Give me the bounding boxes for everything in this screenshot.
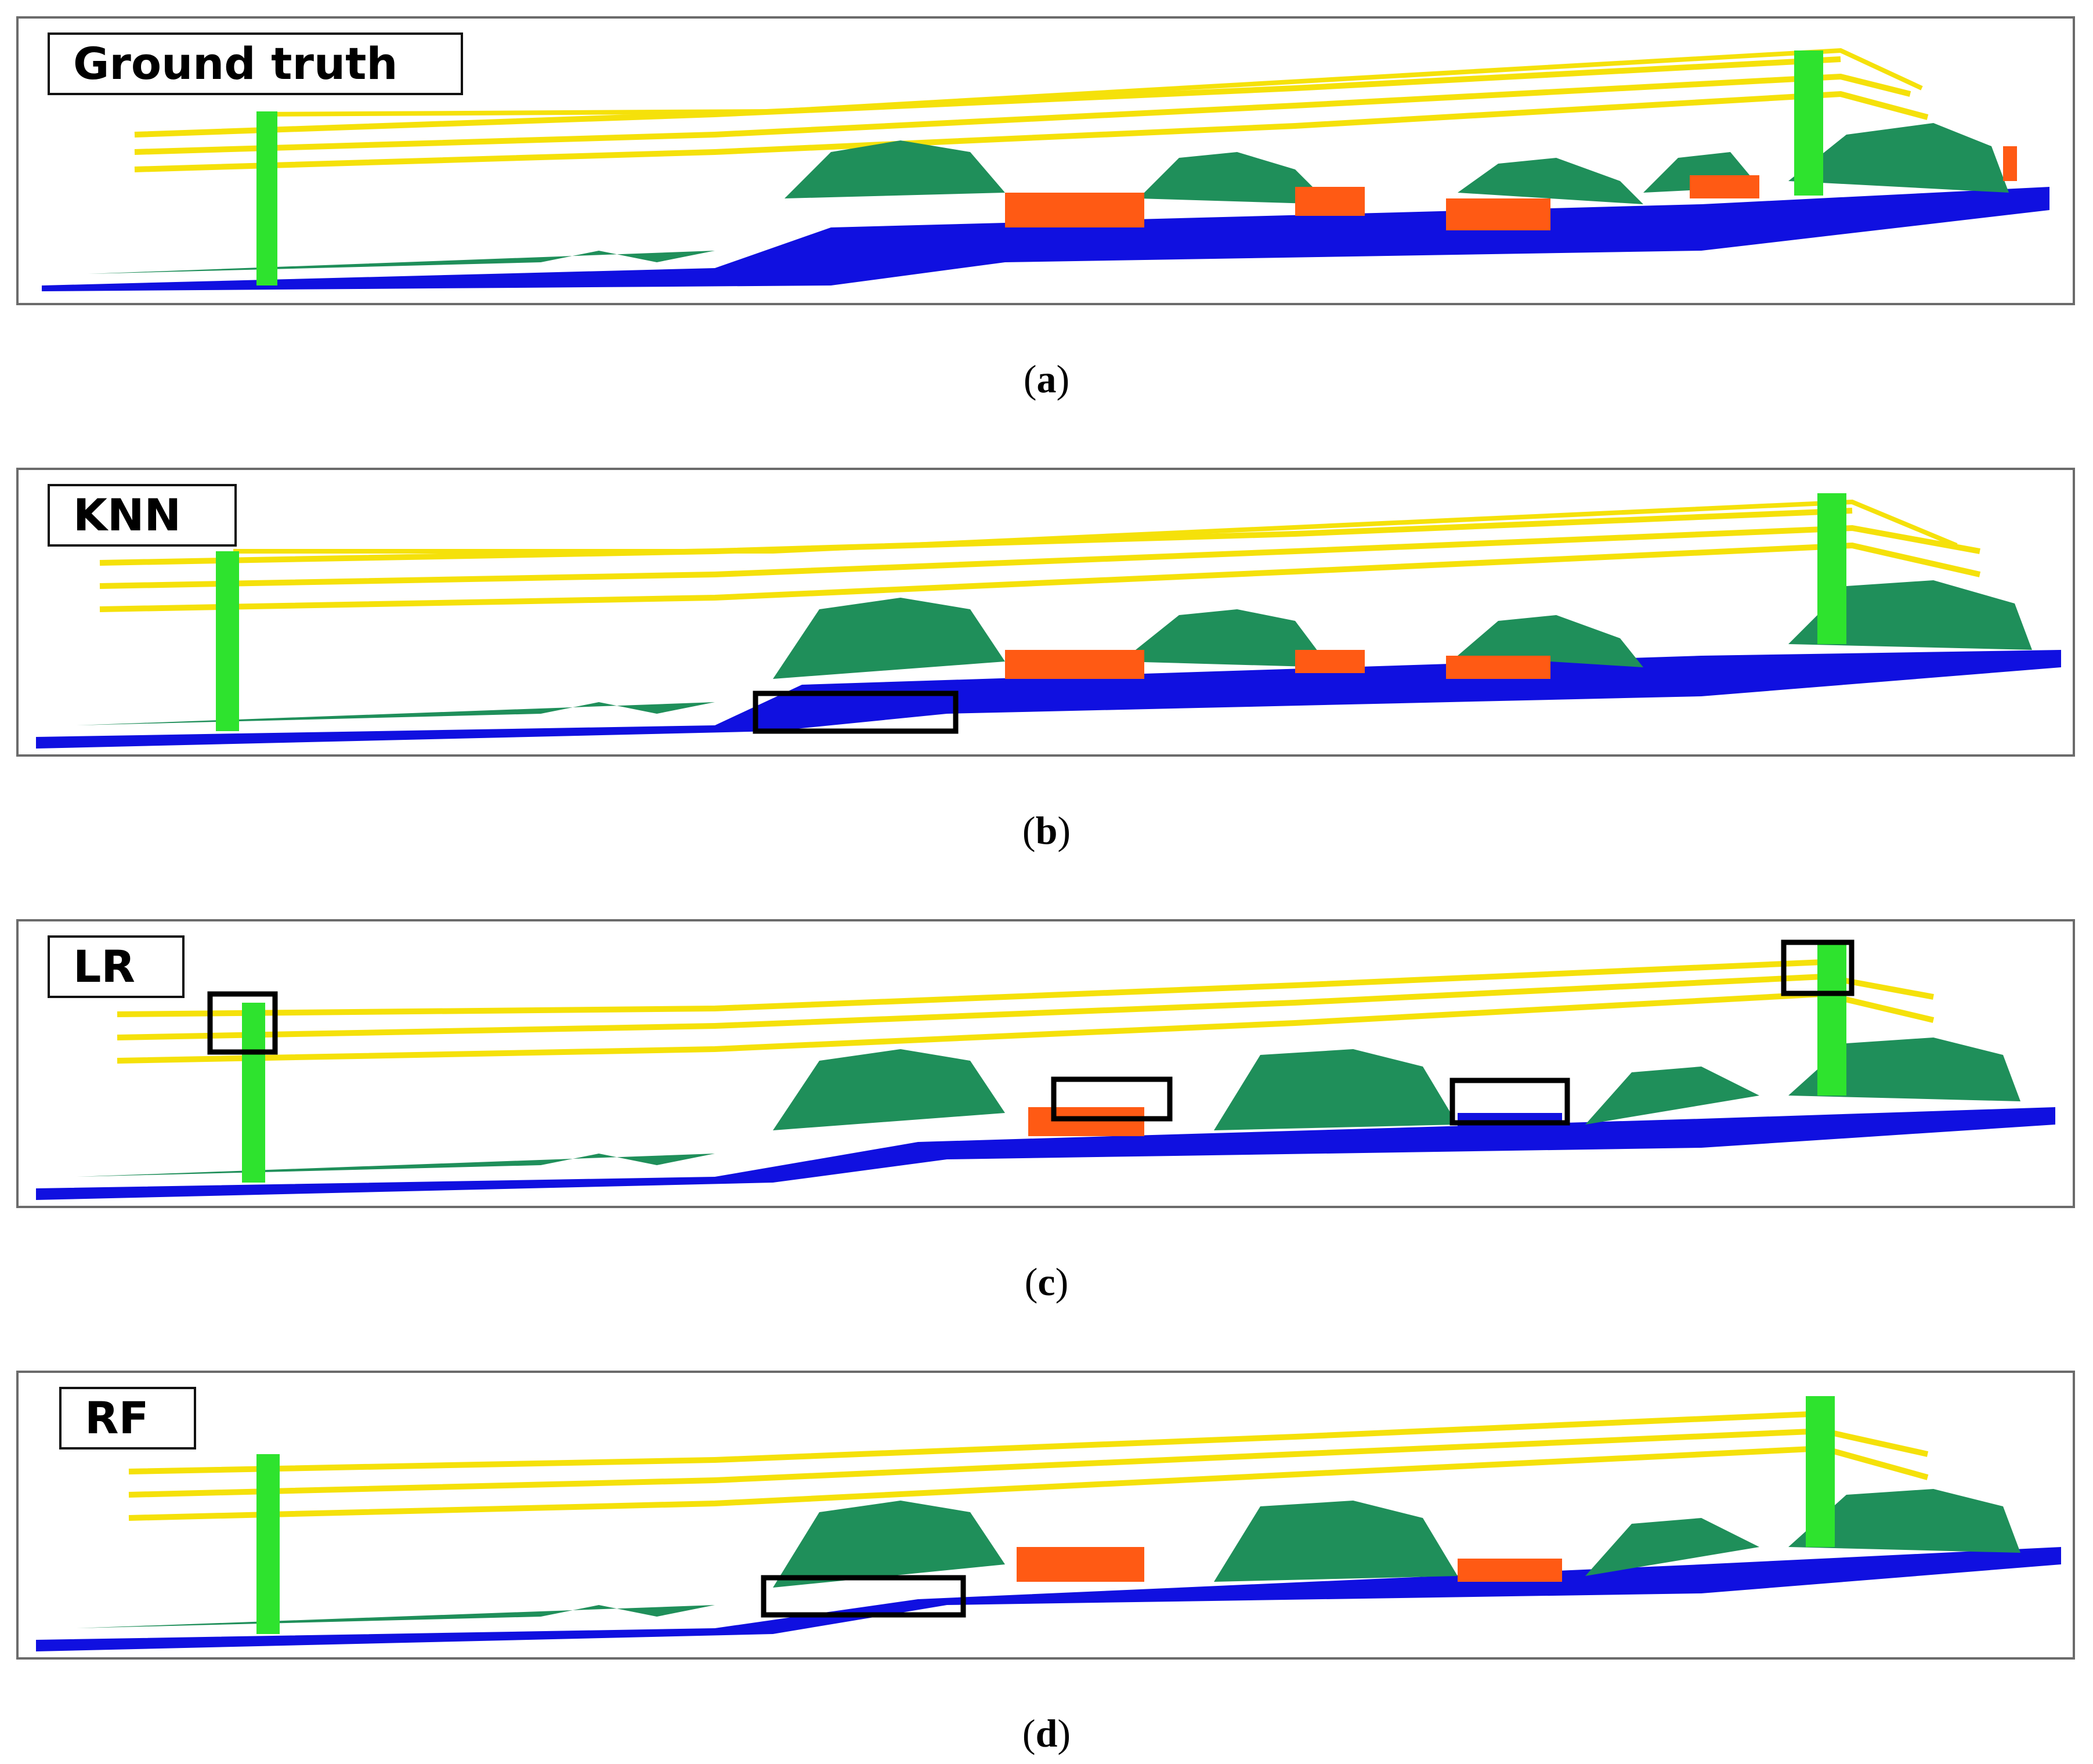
caption-d: (d) <box>1022 1711 1071 1755</box>
panel-label-c: LR <box>48 935 185 998</box>
caption-b: (b) <box>1022 808 1071 852</box>
panel-d-rf: RF <box>16 1371 2075 1660</box>
point-cloud-scene-b <box>36 493 2061 749</box>
caption-a: (a) <box>1023 357 1070 401</box>
panel-label-a: Ground truth <box>48 32 463 95</box>
panel-c-lr: LR <box>16 919 2075 1208</box>
point-cloud-scene-c <box>36 939 2055 1200</box>
panel-label-d: RF <box>59 1387 196 1449</box>
panel-label-b: KNN <box>48 484 237 547</box>
point-cloud-scene-d <box>36 1396 2061 1651</box>
point-cloud-scene-a <box>42 48 2049 291</box>
caption-c: (c) <box>1024 1260 1069 1304</box>
panel-a-ground-truth: Ground truth <box>16 16 2075 305</box>
panel-b-knn: KNN <box>16 468 2075 757</box>
